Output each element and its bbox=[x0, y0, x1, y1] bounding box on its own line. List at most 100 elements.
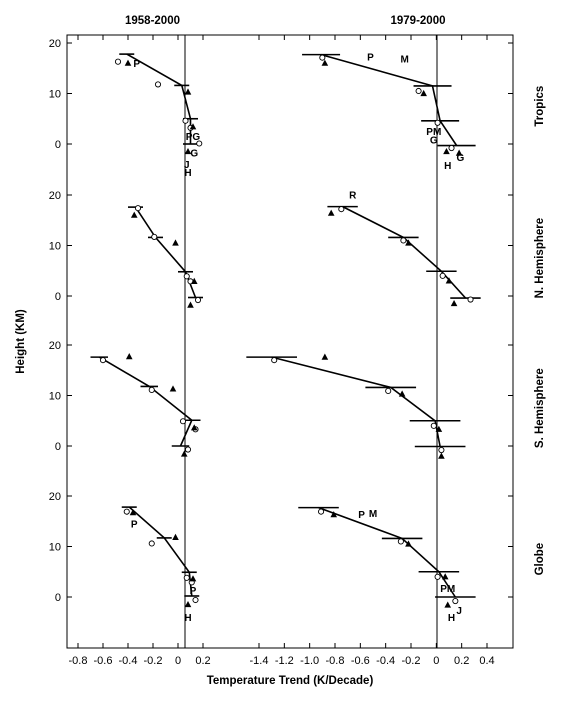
obs-triangle bbox=[405, 540, 412, 547]
x-tick-label: -0.8 bbox=[326, 655, 345, 667]
obs-circle bbox=[400, 237, 407, 244]
dataset-letter: P bbox=[133, 59, 140, 70]
x-tick-label: -0.4 bbox=[119, 655, 138, 667]
period-label: 1958-2000 bbox=[125, 15, 180, 27]
profile-panel: P P H bbox=[121, 506, 200, 624]
obs-circle bbox=[397, 538, 404, 545]
obs-circle bbox=[114, 58, 122, 65]
obs-triangle bbox=[444, 601, 452, 608]
y-tick-label: 10 bbox=[49, 391, 61, 403]
obs-circle bbox=[434, 573, 441, 580]
dataset-letter: H bbox=[448, 613, 455, 624]
obs-triangle bbox=[330, 511, 338, 518]
model-profile-line bbox=[134, 206, 197, 298]
obs-triangle bbox=[184, 147, 192, 155]
model-profile-line bbox=[342, 205, 467, 299]
x-tick-label: -0.6 bbox=[351, 655, 370, 667]
obs-triangle bbox=[450, 299, 458, 307]
profile-panel bbox=[246, 353, 466, 459]
y-tick-label: 10 bbox=[49, 89, 61, 101]
obs-circle bbox=[448, 144, 455, 152]
obs-triangle bbox=[125, 353, 133, 360]
dataset-letter: P bbox=[190, 586, 197, 597]
x-tick-label: 0.2 bbox=[195, 655, 210, 667]
y-tick-label: 0 bbox=[55, 592, 61, 604]
obs-triangle bbox=[435, 425, 443, 432]
obs-circle bbox=[99, 357, 107, 364]
axis-ticks bbox=[67, 35, 513, 648]
model-profile-line bbox=[126, 53, 192, 144]
plot-frame bbox=[66, 34, 514, 649]
profile-panel: R bbox=[327, 190, 481, 307]
obs-triangle bbox=[445, 277, 453, 284]
obs-triangle bbox=[169, 385, 177, 392]
obs-circle bbox=[154, 81, 162, 88]
obs-circle bbox=[415, 87, 422, 95]
obs-circle bbox=[183, 273, 190, 280]
dataset-letter: J bbox=[184, 160, 190, 171]
dataset-letter: PM bbox=[440, 584, 455, 595]
obs-triangle bbox=[455, 149, 463, 156]
obs-circle bbox=[182, 117, 189, 124]
obs-triangle bbox=[124, 59, 132, 66]
obs-circle bbox=[271, 357, 278, 364]
chart-labels: -0.8 -0.6 -0.4 -0.2 0 0.2 1958-2000 -1.4 -1.2 -1.… bbox=[15, 15, 546, 687]
x-tick-label: -0.2 bbox=[402, 655, 421, 667]
dataset-letter: H bbox=[444, 161, 451, 172]
x-tick-label: 0 bbox=[433, 655, 439, 667]
dataset-letter: J bbox=[456, 606, 462, 617]
obs-triangle bbox=[180, 450, 188, 457]
x-tick-label: 0.2 bbox=[454, 655, 469, 667]
y-tick-label: 20 bbox=[49, 190, 61, 202]
obs-circle bbox=[183, 574, 190, 581]
obs-circle bbox=[123, 508, 130, 515]
y-tick-label: 10 bbox=[49, 241, 61, 253]
x-tick-label: 0.4 bbox=[479, 655, 494, 667]
row-label: N. Hemisphere bbox=[534, 218, 546, 299]
y-tick-label: 0 bbox=[55, 291, 61, 303]
obs-triangle bbox=[184, 600, 192, 608]
dataset-letter: G bbox=[190, 149, 198, 160]
y-tick-label: 20 bbox=[49, 491, 61, 503]
obs-triangle bbox=[321, 353, 329, 360]
obs-triangle bbox=[189, 123, 197, 130]
obs-circle bbox=[385, 387, 392, 395]
model-profile-line bbox=[318, 506, 456, 598]
obs-circle bbox=[148, 540, 155, 547]
dataset-letter: P bbox=[131, 519, 138, 530]
obs-triangle bbox=[187, 301, 194, 308]
obs-circle bbox=[194, 296, 202, 304]
obs-triangle bbox=[190, 277, 198, 284]
dataset-letter: H bbox=[184, 613, 191, 624]
profile-panel bbox=[128, 205, 203, 308]
obs-triangle bbox=[443, 147, 450, 155]
x-tick-label: 0 bbox=[175, 655, 181, 667]
obs-circle bbox=[196, 140, 203, 147]
obs-circle bbox=[148, 386, 155, 393]
obs-triangle bbox=[190, 424, 198, 431]
obs-circle bbox=[318, 508, 325, 515]
dataset-letter: P bbox=[358, 510, 365, 521]
obs-triangle bbox=[420, 89, 427, 97]
profile-panel bbox=[90, 353, 201, 457]
y-tick-label: 20 bbox=[49, 340, 61, 352]
x-tick-label: -1.0 bbox=[300, 655, 319, 667]
y-axis-title: Height (KM) bbox=[15, 309, 27, 374]
y-tick-label: 0 bbox=[55, 139, 61, 151]
row-label: Tropics bbox=[534, 86, 546, 127]
obs-circle bbox=[467, 296, 474, 303]
model-profile-line bbox=[128, 506, 193, 597]
obs-circle bbox=[434, 119, 441, 126]
dataset-letter: M bbox=[400, 55, 408, 66]
obs-circle bbox=[338, 206, 345, 213]
model-profile-line bbox=[320, 53, 458, 146]
obs-circle bbox=[430, 422, 437, 429]
y-tick-label: 10 bbox=[49, 542, 61, 554]
x-axis-title: Temperature Trend (K/Decade) bbox=[207, 675, 374, 687]
obs-triangle bbox=[398, 390, 406, 397]
dataset-letter: PM bbox=[426, 127, 441, 138]
y-tick-label: 0 bbox=[55, 441, 61, 453]
obs-circle bbox=[452, 597, 459, 605]
